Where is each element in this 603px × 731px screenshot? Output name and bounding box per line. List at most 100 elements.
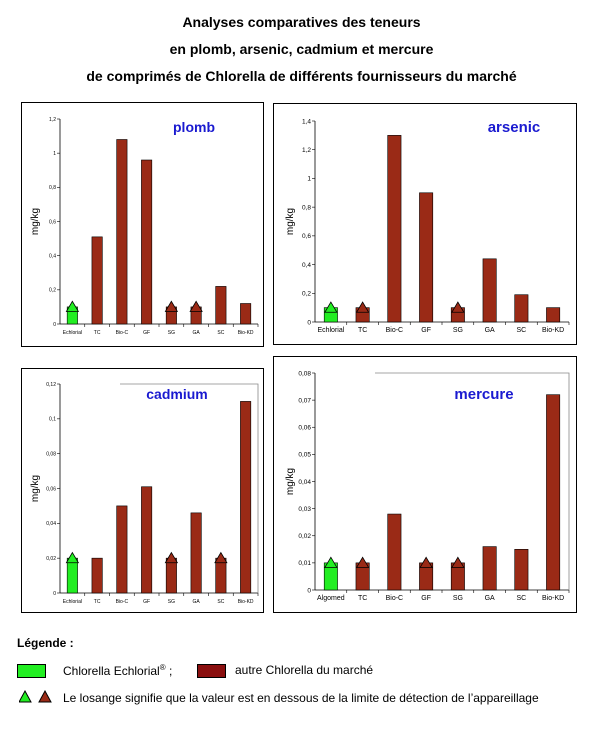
- bar: [215, 557, 227, 594]
- bar: [91, 236, 103, 325]
- chart-plomb: 0 0,2 0,4 0,6 0,8 1 1,2 mg/kg plomb Echlorial TC Bi…: [30, 117, 259, 336]
- y-tick-label: 0,07: [298, 397, 311, 404]
- y-tick-label: 0,03: [298, 506, 311, 513]
- legend-echlorial: Chlorella Echlorial® ;: [63, 663, 172, 678]
- bar: [215, 286, 227, 325]
- bar: [240, 401, 252, 594]
- x-tick-label: GF: [143, 599, 150, 605]
- x-tick-label: SG: [453, 595, 463, 602]
- y-tick-label: 0: [53, 591, 56, 597]
- y-axis-label: mg/kg: [30, 208, 41, 235]
- y-tick-label: 0,01: [298, 560, 311, 567]
- x-tick-label: Echlorial: [63, 599, 82, 605]
- x-tick-label: GF: [421, 327, 431, 334]
- x-tick-label: Bio-KD: [542, 595, 564, 602]
- chart-title: plomb: [173, 119, 215, 135]
- legend-swatch-echlorial: [17, 664, 46, 678]
- bar: [514, 294, 529, 323]
- legend-registered-mark: ®: [159, 663, 166, 672]
- x-tick-label: TC: [358, 327, 367, 334]
- y-tick-label: 0,8: [49, 185, 56, 191]
- detection-limit-triangle: [214, 551, 228, 564]
- detection-limit-triangle: [451, 556, 465, 568]
- page-title-line-3: de comprimés de Chlorella de différents …: [86, 68, 517, 84]
- y-tick-label: 0,6: [302, 233, 311, 240]
- legend-other-label: autre Chlorella du marché: [235, 663, 374, 677]
- chart-panel-plomb: 0 0,2 0,4 0,6 0,8 1 1,2 mg/kg plomb Echlorial TC Bi…: [21, 102, 264, 347]
- y-tick-label: 1,2: [302, 147, 311, 154]
- x-tick-label: Echlorial: [317, 327, 344, 334]
- y-tick-label: 0,1: [49, 417, 56, 423]
- detection-limit-triangle: [419, 556, 433, 568]
- bar: [419, 192, 434, 323]
- bar: [141, 486, 153, 594]
- x-tick-label: Bio-C: [116, 599, 129, 605]
- legend-triangle-icons: [19, 690, 52, 703]
- x-tick-label: SC: [517, 327, 527, 334]
- y-tick-label: 0,6: [49, 219, 56, 225]
- bar: [546, 394, 561, 591]
- x-tick-label: Bio-C: [386, 327, 404, 334]
- x-tick-label: SG: [168, 330, 175, 336]
- detection-limit-triangle: [324, 301, 338, 313]
- bar: [240, 303, 252, 325]
- x-tick-label: TC: [94, 599, 101, 605]
- legend-swatch-other: [197, 664, 226, 678]
- detection-limit-triangle: [189, 300, 203, 312]
- legend-green-triangle-icon: [19, 690, 32, 703]
- x-tick-label: SG: [168, 599, 175, 605]
- bar: [116, 505, 128, 594]
- y-tick-label: 0,06: [46, 486, 56, 492]
- plot-frame: [375, 372, 570, 590]
- x-tick-label: GF: [421, 595, 431, 602]
- legend-title: Légende :: [17, 636, 74, 650]
- y-tick-label: 0,04: [46, 521, 56, 527]
- plot-frame: [120, 383, 259, 593]
- y-tick-label: 0,02: [298, 533, 311, 540]
- x-tick-label: Bio-KD: [542, 327, 564, 334]
- y-tick-label: 0,05: [298, 452, 311, 459]
- x-tick-label: TC: [94, 330, 101, 336]
- chart-arsenic: 0 0,2 0,4 0,6 0,8 1 1,2 1,4 mg/kg arsenic Echloria…: [285, 118, 570, 334]
- bar: [190, 512, 202, 594]
- page-title-line-2: en plomb, arsenic, cadmium et mercure: [169, 41, 434, 57]
- y-tick-label: 0,4: [49, 253, 56, 259]
- y-tick-label: 0,08: [46, 451, 56, 457]
- bar: [66, 557, 78, 594]
- legend-echlorial-label: Chlorella Echlorial: [63, 664, 160, 678]
- detection-limit-triangle: [355, 556, 370, 568]
- chart-title: arsenic: [488, 119, 541, 136]
- bar: [91, 557, 103, 594]
- x-tick-label: GF: [143, 330, 150, 336]
- x-tick-label: GA: [485, 327, 495, 334]
- legend-triangle-note: Le losange signifie que la valeur est en…: [63, 691, 539, 705]
- x-tick-label: GA: [485, 595, 495, 602]
- y-tick-label: 0,2: [49, 288, 56, 294]
- bar: [141, 159, 153, 325]
- chart-panel-arsenic: 0 0,2 0,4 0,6 0,8 1 1,2 1,4 mg/kg arsenic Echloria…: [273, 103, 577, 345]
- y-tick-label: 0: [307, 319, 311, 326]
- y-tick-label: 1: [53, 151, 56, 157]
- bar: [482, 258, 497, 323]
- detection-limit-triangle: [164, 551, 179, 564]
- chart-title: cadmium: [146, 386, 207, 402]
- y-tick-label: 1,2: [49, 117, 56, 123]
- legend-brown-triangle-icon: [38, 690, 52, 703]
- y-tick-label: 0,8: [302, 204, 311, 211]
- page-title-line-1: Analyses comparatives des teneurs: [182, 14, 421, 30]
- x-tick-label: TC: [358, 595, 367, 602]
- detection-limit-triangle: [65, 300, 80, 312]
- detection-limit-triangle: [324, 556, 338, 568]
- detection-limit-triangle: [164, 300, 179, 312]
- y-tick-label: 1: [307, 176, 311, 183]
- bar: [514, 549, 529, 591]
- bar: [387, 135, 402, 323]
- y-axis-label: mg/kg: [30, 475, 41, 502]
- chart-panel-mercure: 0 0,01 0,02 0,03 0,04 0,05 0,06 0,07 0,08 mg/kg me…: [273, 356, 577, 613]
- y-tick-label: 1,4: [302, 118, 311, 125]
- y-axis-label: mg/kg: [285, 208, 296, 235]
- x-tick-label: Bio-KD: [238, 330, 254, 336]
- x-tick-label: SC: [217, 330, 224, 336]
- y-tick-label: 0: [307, 587, 311, 594]
- detection-limit-triangle: [65, 551, 80, 564]
